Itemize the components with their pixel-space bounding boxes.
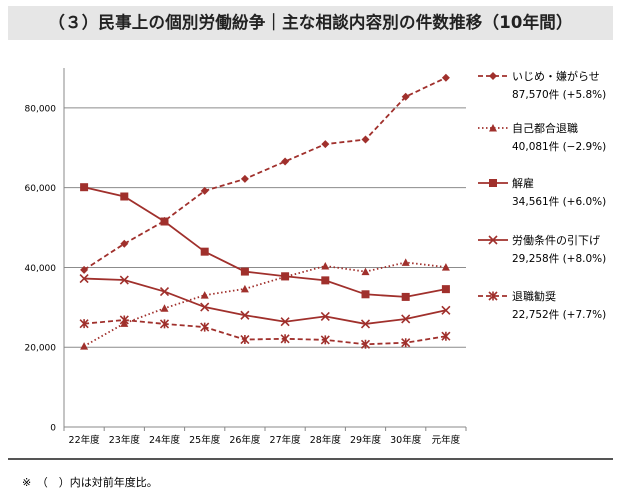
- data-point: [200, 322, 210, 332]
- data-point: [120, 192, 129, 201]
- x-tick-label: 30年度: [390, 434, 422, 446]
- data-point: [119, 315, 129, 325]
- legend-detail: 22,752件 (+7.7%): [512, 309, 606, 321]
- legend-detail: 87,570件 (+5.8%): [512, 89, 606, 101]
- x-tick-label: 元年度: [432, 434, 461, 446]
- data-point: [360, 319, 371, 329]
- legend-marker: [489, 72, 497, 80]
- legend-detail: 40,081件 (−2.9%): [512, 141, 606, 153]
- legend-marker: [489, 179, 497, 187]
- data-point: [281, 272, 290, 281]
- data-point: [320, 335, 330, 345]
- legend-marker: [488, 235, 498, 245]
- data-point: [120, 239, 129, 248]
- data-point: [200, 247, 209, 256]
- data-point: [441, 331, 451, 341]
- data-point: [240, 334, 250, 345]
- y-tick-label: 60,000: [25, 184, 57, 194]
- y-tick-label: 20,000: [25, 344, 57, 354]
- x-tick-label: 25年度: [189, 434, 221, 446]
- data-point: [240, 310, 250, 320]
- data-point: [159, 319, 170, 329]
- data-point: [280, 317, 290, 327]
- legend-marker: [488, 291, 498, 301]
- data-point: [321, 140, 330, 149]
- data-point: [160, 217, 169, 226]
- series-line-5: [84, 319, 447, 346]
- data-point: [401, 258, 410, 266]
- data-point: [200, 186, 209, 195]
- data-point: [80, 183, 89, 192]
- data-point: [401, 292, 410, 301]
- data-point: [79, 274, 89, 284]
- data-point: [160, 304, 169, 312]
- data-point: [360, 339, 371, 349]
- x-tick-label: 24年度: [149, 434, 181, 446]
- data-point: [361, 267, 370, 276]
- series-line-4: [84, 277, 447, 325]
- y-tick-label: 40,000: [25, 264, 57, 274]
- data-point: [281, 157, 290, 166]
- data-point: [80, 265, 89, 274]
- legend-label: 自己都合退職: [512, 121, 578, 135]
- legend-marker: [489, 124, 497, 132]
- title-bar: （３）民事上の個別労働紛争｜主な相談内容別の件数推移（10年間）: [8, 6, 613, 40]
- legend-label: 退職勧奨: [512, 289, 556, 303]
- data-point: [441, 305, 451, 315]
- data-point: [401, 92, 410, 101]
- data-point: [80, 342, 89, 350]
- line-chart: 0 20,000 40,000 60,000 80,000 22年度 23年度 24年度 25年…: [25, 68, 606, 446]
- series-line-1: [83, 76, 447, 271]
- data-point: [200, 302, 210, 312]
- data-point: [119, 275, 129, 285]
- bottom-rule: [8, 458, 613, 460]
- data-point: [441, 263, 450, 271]
- legend-detail: 29,258件 (+8.0%): [512, 253, 606, 265]
- data-point: [240, 267, 249, 276]
- data-point: [200, 291, 209, 299]
- legend-detail: 34,561件 (+6.0%): [512, 196, 606, 208]
- data-point: [159, 286, 170, 297]
- data-point: [79, 319, 89, 329]
- data-point: [361, 135, 370, 144]
- y-tick-label: 0: [50, 424, 56, 434]
- x-tick-label: 27年度: [270, 434, 302, 446]
- data-point: [401, 314, 411, 324]
- data-point: [320, 311, 330, 321]
- data-point: [240, 174, 249, 183]
- x-tick-label: 23年度: [109, 434, 141, 446]
- legend-label: 労働条件の引下げ: [512, 233, 600, 247]
- data-point: [321, 261, 330, 270]
- data-point: [240, 284, 249, 293]
- data-point: [401, 338, 411, 348]
- y-tick-label: 80,000: [25, 104, 57, 114]
- series-line-3: [83, 186, 447, 298]
- series-line-2: [83, 261, 447, 347]
- legend-label: いじめ・嫌がらせ: [512, 69, 600, 83]
- data-point: [321, 276, 330, 285]
- x-tick-label: 22年度: [69, 434, 101, 446]
- data-point: [361, 290, 370, 299]
- chart-title: （３）民事上の個別労働紛争｜主な相談内容別の件数推移（10年間）: [48, 13, 573, 32]
- footnote: ※ （ ）内は対前年度比。: [22, 476, 158, 489]
- x-tick-label: 29年度: [350, 434, 382, 446]
- data-point: [441, 73, 450, 82]
- x-tick-label: 28年度: [310, 434, 342, 446]
- legend-label: 解雇: [512, 176, 534, 190]
- data-point: [280, 334, 290, 344]
- data-point: [441, 285, 450, 294]
- x-tick-label: 26年度: [229, 434, 261, 446]
